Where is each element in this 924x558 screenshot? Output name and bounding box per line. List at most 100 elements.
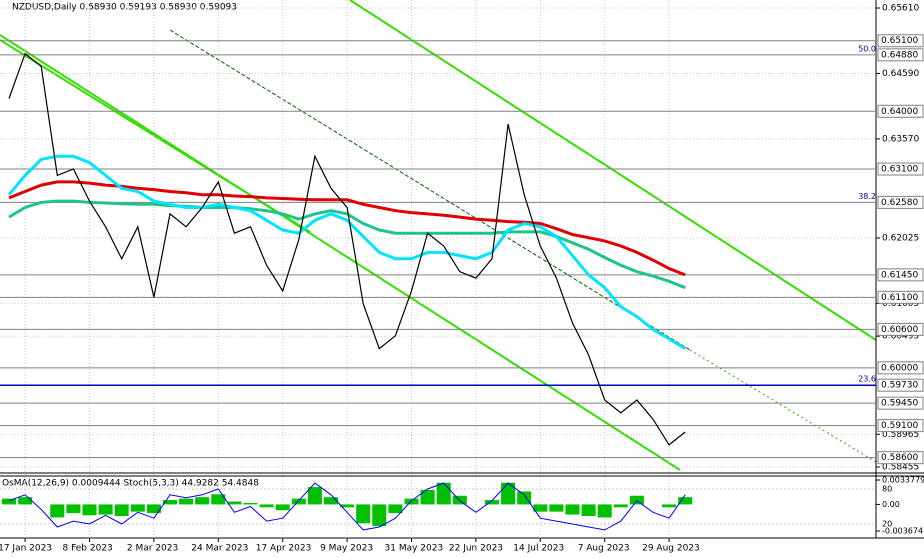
bar xyxy=(517,491,532,505)
bar xyxy=(340,504,355,508)
trend-line xyxy=(689,349,877,463)
y-tick-label: 0.58455 xyxy=(882,462,919,472)
bar xyxy=(613,504,628,508)
y-tick-label: 0.61005 xyxy=(882,299,919,309)
level-label: 0.63100 xyxy=(881,165,918,175)
channel-line xyxy=(0,34,681,471)
y-tick-label: 0.60495 xyxy=(882,332,919,342)
bar xyxy=(678,497,693,505)
indicator-title: OsMA(12,26,9) 0.0009444 Stoch(5,3,3) 44.… xyxy=(2,479,259,489)
level-label: 0.61450 xyxy=(881,270,918,280)
level-label: 0.60600 xyxy=(881,325,918,335)
bar xyxy=(307,487,322,505)
bar xyxy=(82,504,97,516)
x-tick-label: 8 Feb 2023 xyxy=(63,544,113,554)
y2-tick-label: 20 xyxy=(882,520,892,529)
bar xyxy=(501,482,516,505)
bar xyxy=(163,500,177,505)
level-label: 0.61100 xyxy=(881,293,918,303)
x-tick-label: 31 May 2023 xyxy=(385,544,444,554)
channel-line xyxy=(0,39,311,233)
level-label-box xyxy=(877,361,924,375)
y-tick-label: 0.65610 xyxy=(882,4,919,14)
bar xyxy=(195,497,210,505)
bar xyxy=(227,501,242,505)
bar xyxy=(533,504,548,512)
level-label: 0.59450 xyxy=(881,399,918,409)
fib-label: 50.0 xyxy=(858,44,876,53)
y-tick-label: -0.003674 xyxy=(882,526,923,535)
bar xyxy=(66,504,81,514)
bar xyxy=(259,504,274,508)
y-tick-label: 0.00 xyxy=(882,500,900,509)
level-label: 0.58600 xyxy=(881,453,918,463)
moving-average xyxy=(7,154,686,350)
bar xyxy=(114,504,129,517)
stochastic-line xyxy=(8,482,686,531)
level-label-box xyxy=(877,378,924,392)
price-line xyxy=(8,52,686,446)
level-label: 0.64000 xyxy=(881,107,918,117)
bar xyxy=(50,504,65,518)
level-label: 0.60000 xyxy=(881,363,918,373)
bar xyxy=(388,504,403,514)
moving-average xyxy=(8,180,686,277)
level-label-box xyxy=(877,396,924,410)
x-tick-label: 7 Aug 2023 xyxy=(578,544,630,554)
level-label-box xyxy=(877,290,924,304)
level-label-box xyxy=(877,419,924,433)
bar xyxy=(130,504,145,512)
y-tick-label: 0.58965 xyxy=(882,430,919,440)
level-label-box xyxy=(877,162,924,176)
bar xyxy=(372,504,387,527)
y2-tick-label: 80 xyxy=(882,484,892,493)
y-tick-label: 0.62025 xyxy=(882,233,919,243)
x-tick-label: 9 May 2023 xyxy=(320,544,373,554)
bar xyxy=(98,504,113,515)
x-tick-label: 17 Apr 2023 xyxy=(256,544,312,554)
bar xyxy=(18,497,33,505)
level-label-box xyxy=(877,195,924,209)
level-label: 0.59730 xyxy=(881,381,918,391)
x-tick-label: 22 Jun 2023 xyxy=(449,544,503,554)
level-label-box xyxy=(877,268,924,282)
x-tick-label: 24 Mar 2023 xyxy=(191,544,248,554)
level-label: 0.65100 xyxy=(881,36,918,46)
y-tick-label: 0.63570 xyxy=(882,134,919,144)
x-tick-label: 29 Aug 2023 xyxy=(642,544,700,554)
fib-label: 38.2 xyxy=(858,192,876,201)
level-label: 0.62580 xyxy=(881,198,918,208)
bar xyxy=(565,504,580,515)
x-tick-label: 2 Mar 2023 xyxy=(127,544,178,554)
bar xyxy=(662,504,677,508)
channel-line xyxy=(349,0,877,341)
level-label-box xyxy=(877,451,924,465)
bar xyxy=(581,504,596,517)
bar xyxy=(243,502,258,505)
level-label: 0.59100 xyxy=(881,421,918,431)
bar xyxy=(2,498,16,505)
bar xyxy=(404,498,419,505)
chart-title: NZDUSD,Daily 0.58930 0.59193 0.58930 0.5… xyxy=(12,3,237,13)
x-tick-label: 17 Jan 2023 xyxy=(0,544,52,554)
bar xyxy=(436,482,451,505)
bar xyxy=(356,504,371,524)
level-label-box xyxy=(877,104,924,118)
bar xyxy=(420,489,435,505)
bar xyxy=(485,500,499,505)
bar xyxy=(597,504,612,518)
bar xyxy=(146,504,161,514)
level-label-box xyxy=(877,34,924,48)
bar xyxy=(291,498,306,505)
level-label-box xyxy=(877,322,924,336)
bar xyxy=(275,504,290,511)
y-tick-label: 0.64590 xyxy=(882,69,919,79)
fib-label: 23.6 xyxy=(858,375,876,384)
bar xyxy=(211,494,226,505)
bar xyxy=(549,504,564,512)
moving-average xyxy=(8,199,686,290)
y-tick-label: 0.0033779 xyxy=(882,476,924,485)
bar xyxy=(324,497,338,505)
